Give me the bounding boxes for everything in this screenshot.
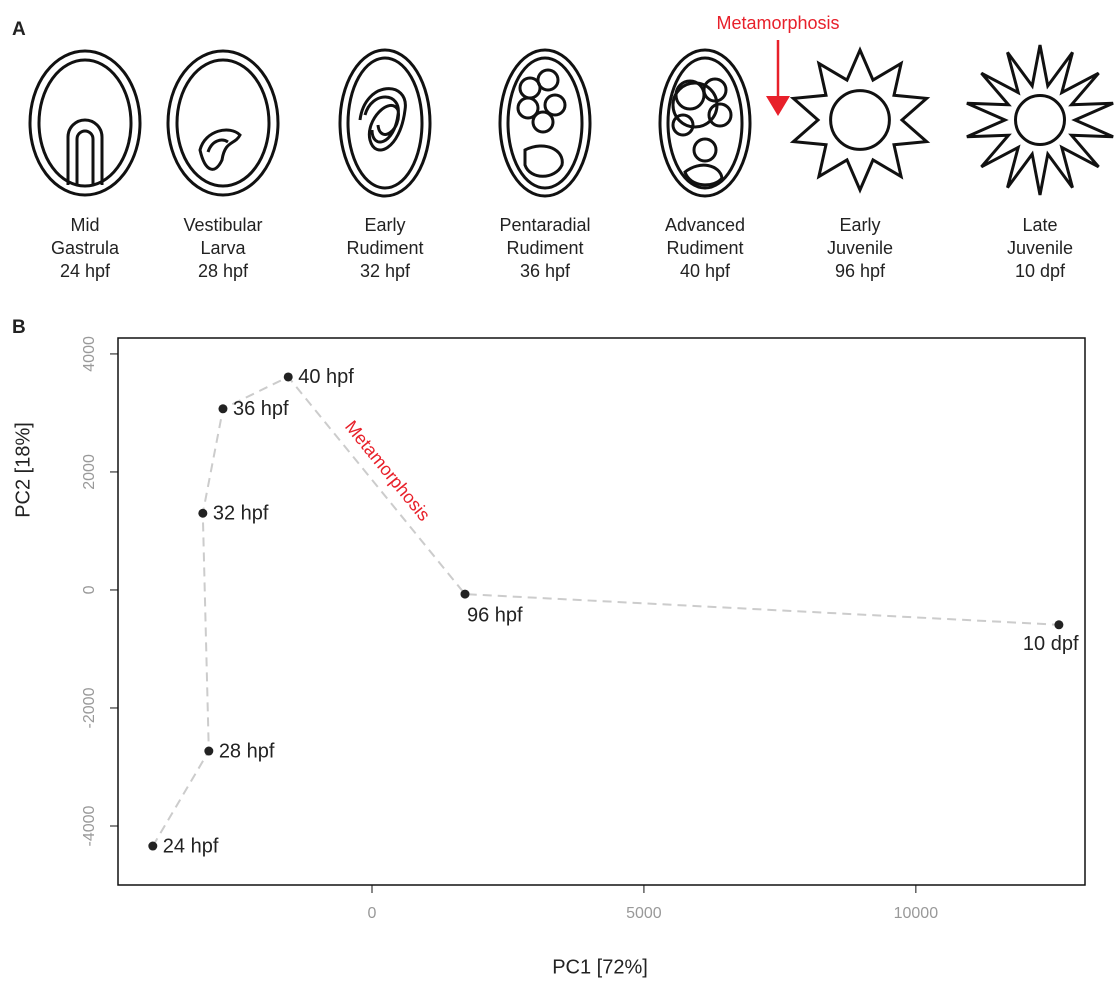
stage-label: 40 hpf [680,261,731,281]
y-tick-label: 4000 [81,336,98,372]
x-tick-label: 10000 [894,905,939,922]
juvenile-center [831,91,890,150]
stage-label: Early [839,215,880,235]
stage-label: Larva [200,238,246,258]
annotation: Metamorphosis [341,417,434,525]
stage-label: Rudiment [346,238,423,258]
stage-label: 28 hpf [198,261,249,281]
x-tick-label: 5000 [626,905,662,922]
x-tick-label: 0 [368,905,377,922]
y-tick-label: -2000 [81,687,98,728]
x-axis-title: PC1 [72%] [552,956,648,978]
point-label: 40 hpf [298,366,354,388]
point-label: 10 dpf [1023,633,1079,655]
y-tick-label: -4000 [81,805,98,846]
stage-label: Juvenile [1007,238,1073,258]
point-label: 36 hpf [233,398,289,420]
y-axis-title: PC2 [18%] [12,422,34,518]
stage-label: Pentaradial [499,215,590,235]
stage-label: Rudiment [666,238,743,258]
juvenile-illustrations [793,45,1113,195]
y-tick-label: 2000 [81,454,98,490]
y-tick-label: 0 [81,585,98,594]
point [460,590,469,599]
stage-label: 24 hpf [60,261,111,281]
stage-label: 32 hpf [360,261,411,281]
stage-label: 10 dpf [1015,261,1066,281]
point-label: 32 hpf [213,503,269,525]
juvenile-outline [793,50,926,190]
panel-label: A [12,19,26,40]
point [218,404,227,413]
point [148,842,157,851]
arrow [766,40,790,116]
stage-label: Rudiment [506,238,583,258]
juvenile-outline [967,45,1113,195]
point [198,509,207,518]
stage-label: 36 hpf [520,261,571,281]
stage-label: Juvenile [827,238,893,258]
stage-label: Gastrula [51,238,120,258]
stage-label: 96 hpf [835,261,886,281]
stage-label: Mid [70,215,99,235]
annotation: Metamorphosis [716,13,839,33]
juvenile-center [1016,96,1065,145]
panel-label: B [12,317,26,338]
trajectory [153,377,1059,846]
illustrations [30,50,750,196]
point [1054,620,1063,629]
stage-label: Vestibular [183,215,262,235]
point-label: 96 hpf [467,604,523,626]
point-label: 28 hpf [219,740,275,762]
point [284,372,293,381]
point-label: 24 hpf [163,835,219,857]
figure: A Metamorphosis B PC1 [72%] PC2 [18%] Mi… [0,0,1117,985]
stage-label: Early [364,215,405,235]
point [204,747,213,756]
stage-label: Late [1022,215,1057,235]
stage-label: Advanced [665,215,745,235]
